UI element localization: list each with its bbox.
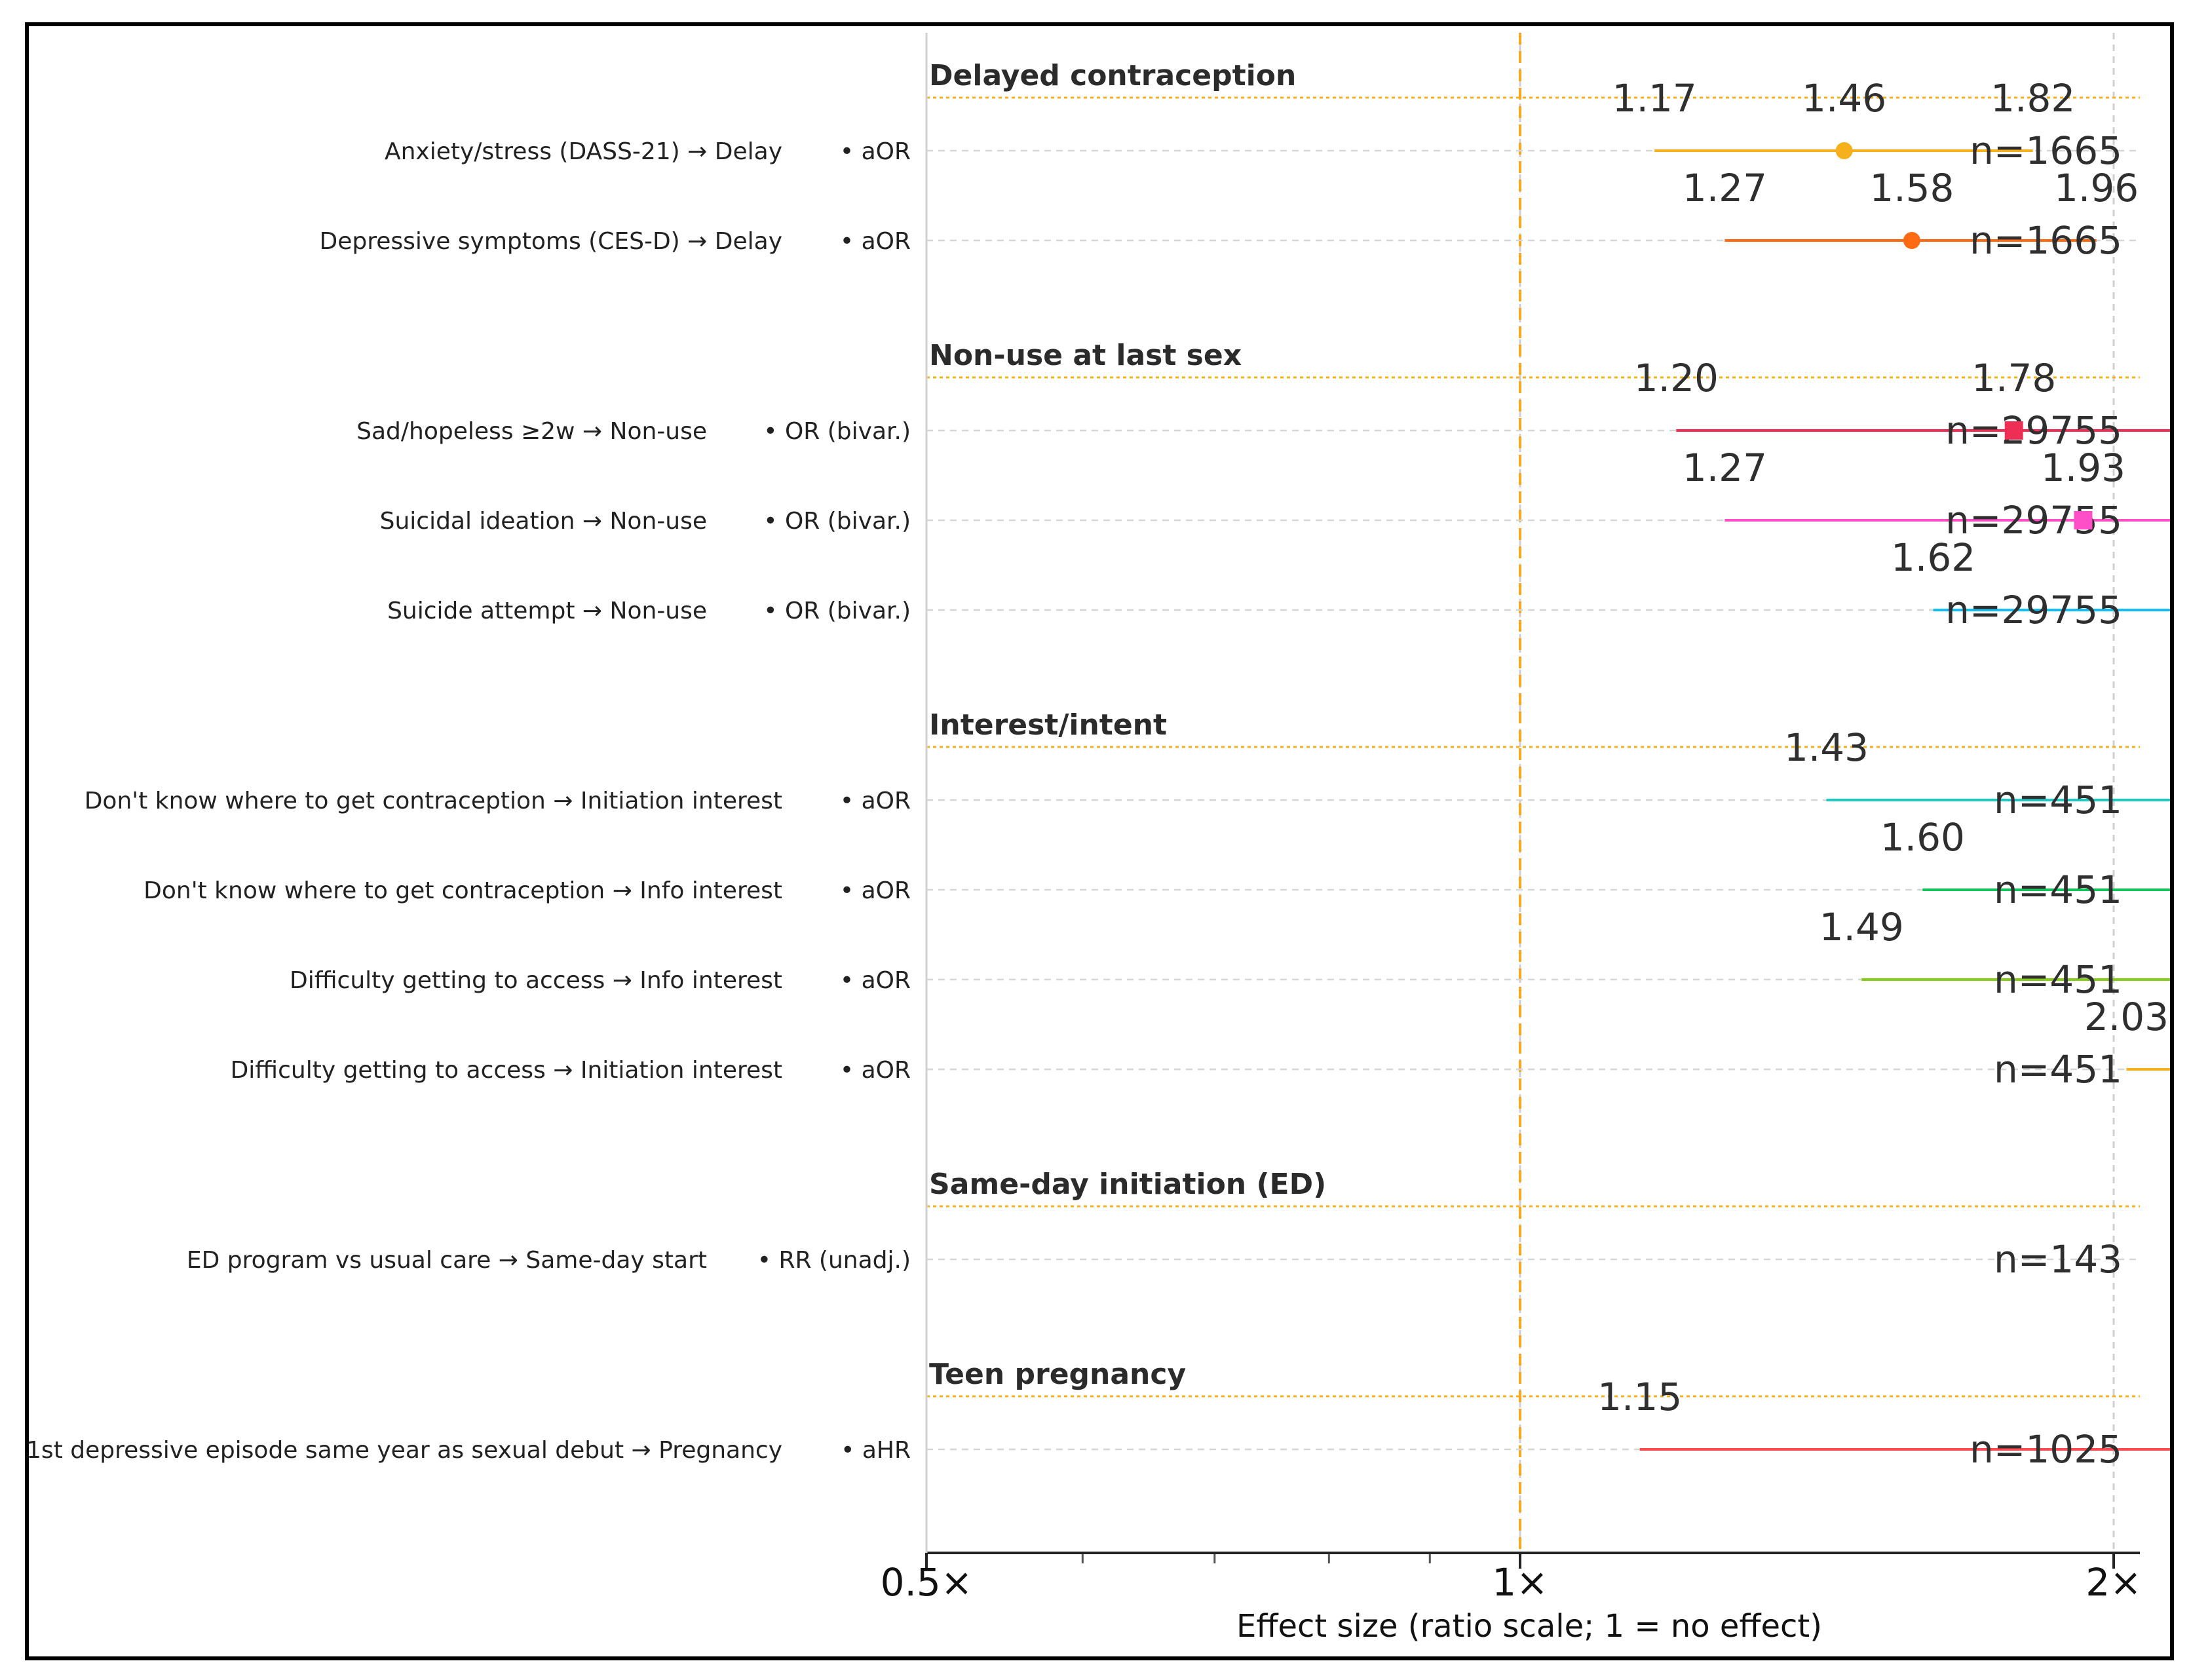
row-label: Difficulty getting to access → Info inte… [290, 967, 782, 994]
estimate-label: 1.58 [1869, 166, 1954, 210]
x-axis: 0.5×1×2×3×5×10× [881, 33, 2142, 1605]
ci-lower-label: 1.27 [1683, 446, 1767, 490]
n-label: n=143 [1994, 1237, 2122, 1282]
estimate-label: 1.46 [1802, 76, 1886, 121]
metric-label: • aOR [840, 788, 911, 814]
ci-lower-label: 1.15 [1597, 1375, 1682, 1419]
forest-row: ED program vs usual care → Same-day star… [187, 1237, 2140, 1282]
group-3: Interest/intent [926, 708, 2140, 748]
row-label: Difficulty getting to access → Initiatio… [231, 1057, 782, 1084]
metric-label: • aOR [840, 1057, 911, 1084]
x-tick-label: 2× [2086, 1560, 2142, 1605]
metric-label: • OR (bivar.) [763, 598, 911, 624]
ci-lower-label: 1.43 [1784, 725, 1869, 770]
estimate-label: 1.78 [1972, 356, 2056, 400]
group-title: Non-use at last sex [929, 339, 1242, 372]
forest-row: Difficulty getting to access → Initiatio… [231, 995, 2170, 1092]
group-4: Same-day initiation (ED) [926, 1168, 2140, 1208]
n-label: n=29755 [1945, 408, 2122, 453]
metric-label: • aOR [840, 877, 911, 904]
ci-lower-label: 1.60 [1880, 815, 1965, 860]
estimate-point [2074, 511, 2093, 529]
n-label: n=29755 [1945, 498, 2122, 543]
row-label: ED program vs usual care → Same-day star… [187, 1247, 707, 1274]
ci-lower-label: 1.17 [1612, 76, 1697, 121]
ci-lower-label: 1.62 [1891, 535, 1975, 580]
ci-lower-label: 1.49 [1819, 905, 1904, 949]
ci-upper-label: 1.82 [1991, 76, 2075, 121]
estimate-point [2004, 421, 2023, 440]
group-layer: Delayed contraception Non-use at last sex… [926, 59, 2140, 1398]
n-label: n=29755 [1945, 588, 2122, 632]
forest-row: Don't know where to get contraception → … [143, 815, 2170, 912]
forest-plot: Delayed contraception Non-use at last sex… [29, 33, 2170, 1645]
estimate-label: 1.93 [2041, 446, 2125, 490]
ci-lower-label: 1.27 [1683, 166, 1767, 210]
ci-lower-label: 1.20 [1634, 356, 1719, 400]
row-label: 1st depressive episode same year as sexu… [29, 1437, 782, 1464]
estimate-point [1835, 142, 1853, 159]
row-label: Suicidal ideation → Non-use [380, 508, 707, 535]
forest-row: Sad/hopeless ≥2w → Non-use • OR (bivar.) 1… [356, 356, 2170, 453]
n-label: n=451 [1994, 868, 2122, 912]
x-axis-label: Effect size (ratio scale; 1 = no effect) [1236, 1608, 1822, 1645]
row-label: Don't know where to get contraception → … [143, 877, 782, 904]
row-label: Anxiety/stress (DASS-21) → Delay [385, 138, 782, 165]
estimate-point [1903, 232, 1920, 249]
group-1: Delayed contraception [926, 59, 2140, 99]
metric-label: • RR (unadj.) [757, 1247, 911, 1274]
metric-label: • aOR [840, 228, 911, 255]
row-label: Depressive symptoms (CES-D) → Delay [320, 228, 783, 255]
metric-label: • aHR [841, 1437, 911, 1464]
n-label: n=1665 [1970, 218, 2122, 263]
group-title: Same-day initiation (ED) [929, 1168, 1326, 1201]
row-label: Suicide attempt → Non-use [387, 598, 707, 624]
forest-row: Suicidal ideation → Non-use • OR (bivar.)… [380, 446, 2170, 543]
row-label: Don't know where to get contraception → … [85, 788, 782, 814]
group-2: Non-use at last sex [926, 339, 2140, 379]
n-label: n=451 [1994, 957, 2122, 1002]
group-title: Delayed contraception [929, 59, 1296, 92]
forest-row: 1st depressive episode same year as sexu… [29, 1375, 2170, 1472]
metric-label: • aOR [840, 967, 911, 994]
x-tick-label: 0.5× [881, 1560, 973, 1605]
n-label: n=451 [1994, 778, 2122, 822]
row-layer: Anxiety/stress (DASS-21) → Delay • aOR 1.1… [29, 76, 2170, 1472]
row-label: Sad/hopeless ≥2w → Non-use [356, 418, 707, 445]
metric-label: • OR (bivar.) [763, 418, 911, 445]
ci-upper-label: 1.96 [2054, 166, 2139, 210]
forest-row: Don't know where to get contraception → … [85, 725, 2170, 822]
group-5: Teen pregnancy [926, 1358, 2140, 1398]
x-tick-label: 1× [1492, 1560, 1548, 1605]
n-label: n=1665 [1970, 128, 2122, 173]
metric-label: • OR (bivar.) [763, 508, 911, 535]
forest-row: Suicide attempt → Non-use • OR (bivar.) 1.… [387, 535, 2170, 632]
forest-row: Anxiety/stress (DASS-21) → Delay • aOR 1.1… [385, 76, 2140, 173]
ci-lower-label: 2.03 [2084, 995, 2169, 1039]
n-label: n=1025 [1970, 1427, 2122, 1472]
forest-row: Difficulty getting to access → Info inte… [290, 905, 2170, 1002]
figure-frame: Delayed contraception Non-use at last sex… [25, 22, 2174, 1660]
group-title: Interest/intent [929, 708, 1167, 742]
metric-label: • aOR [840, 138, 911, 165]
forest-row: Depressive symptoms (CES-D) → Delay • aOR… [320, 166, 2140, 263]
n-label: n=451 [1994, 1047, 2122, 1092]
group-title: Teen pregnancy [929, 1358, 1186, 1391]
